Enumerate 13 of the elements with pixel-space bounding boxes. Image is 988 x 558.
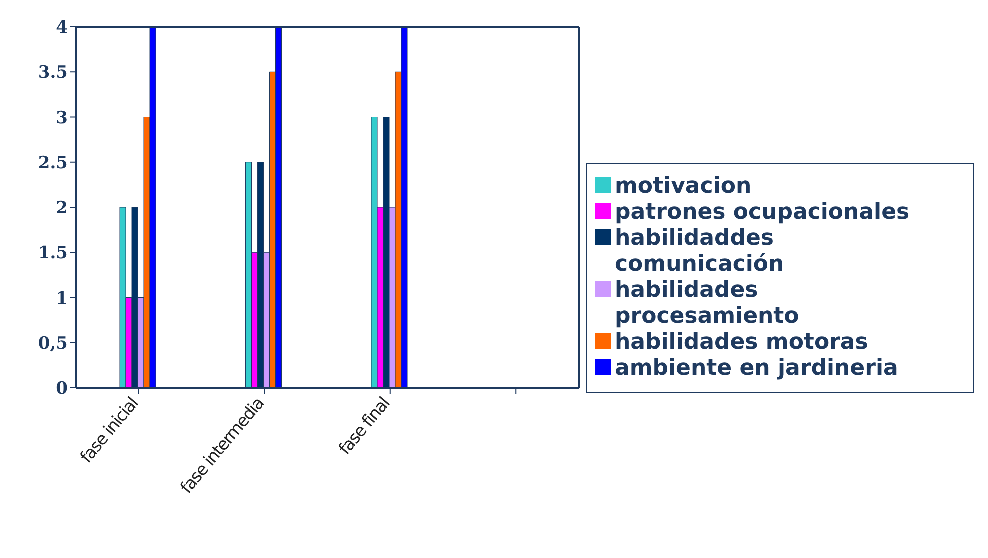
- y-tick-label: 2: [56, 198, 68, 219]
- legend-label: ambiente en jardineria: [615, 356, 900, 382]
- y-tick-label: 4: [56, 18, 68, 38]
- y-tick-label: 2.5: [38, 153, 68, 174]
- y-tick-label: 1.5: [38, 244, 68, 264]
- y-tick-label: 3: [56, 108, 68, 128]
- legend-label: patrones ocupacionales: [615, 200, 911, 226]
- y-tick-label: 0,5: [38, 334, 68, 354]
- y-tick-label: 3.5: [38, 63, 68, 84]
- y-tick-label: 1: [56, 288, 68, 309]
- legend-label: motivacion: [615, 174, 753, 200]
- legend-label: habilidades motoras: [615, 330, 870, 356]
- y-tick-label: 0: [56, 379, 68, 400]
